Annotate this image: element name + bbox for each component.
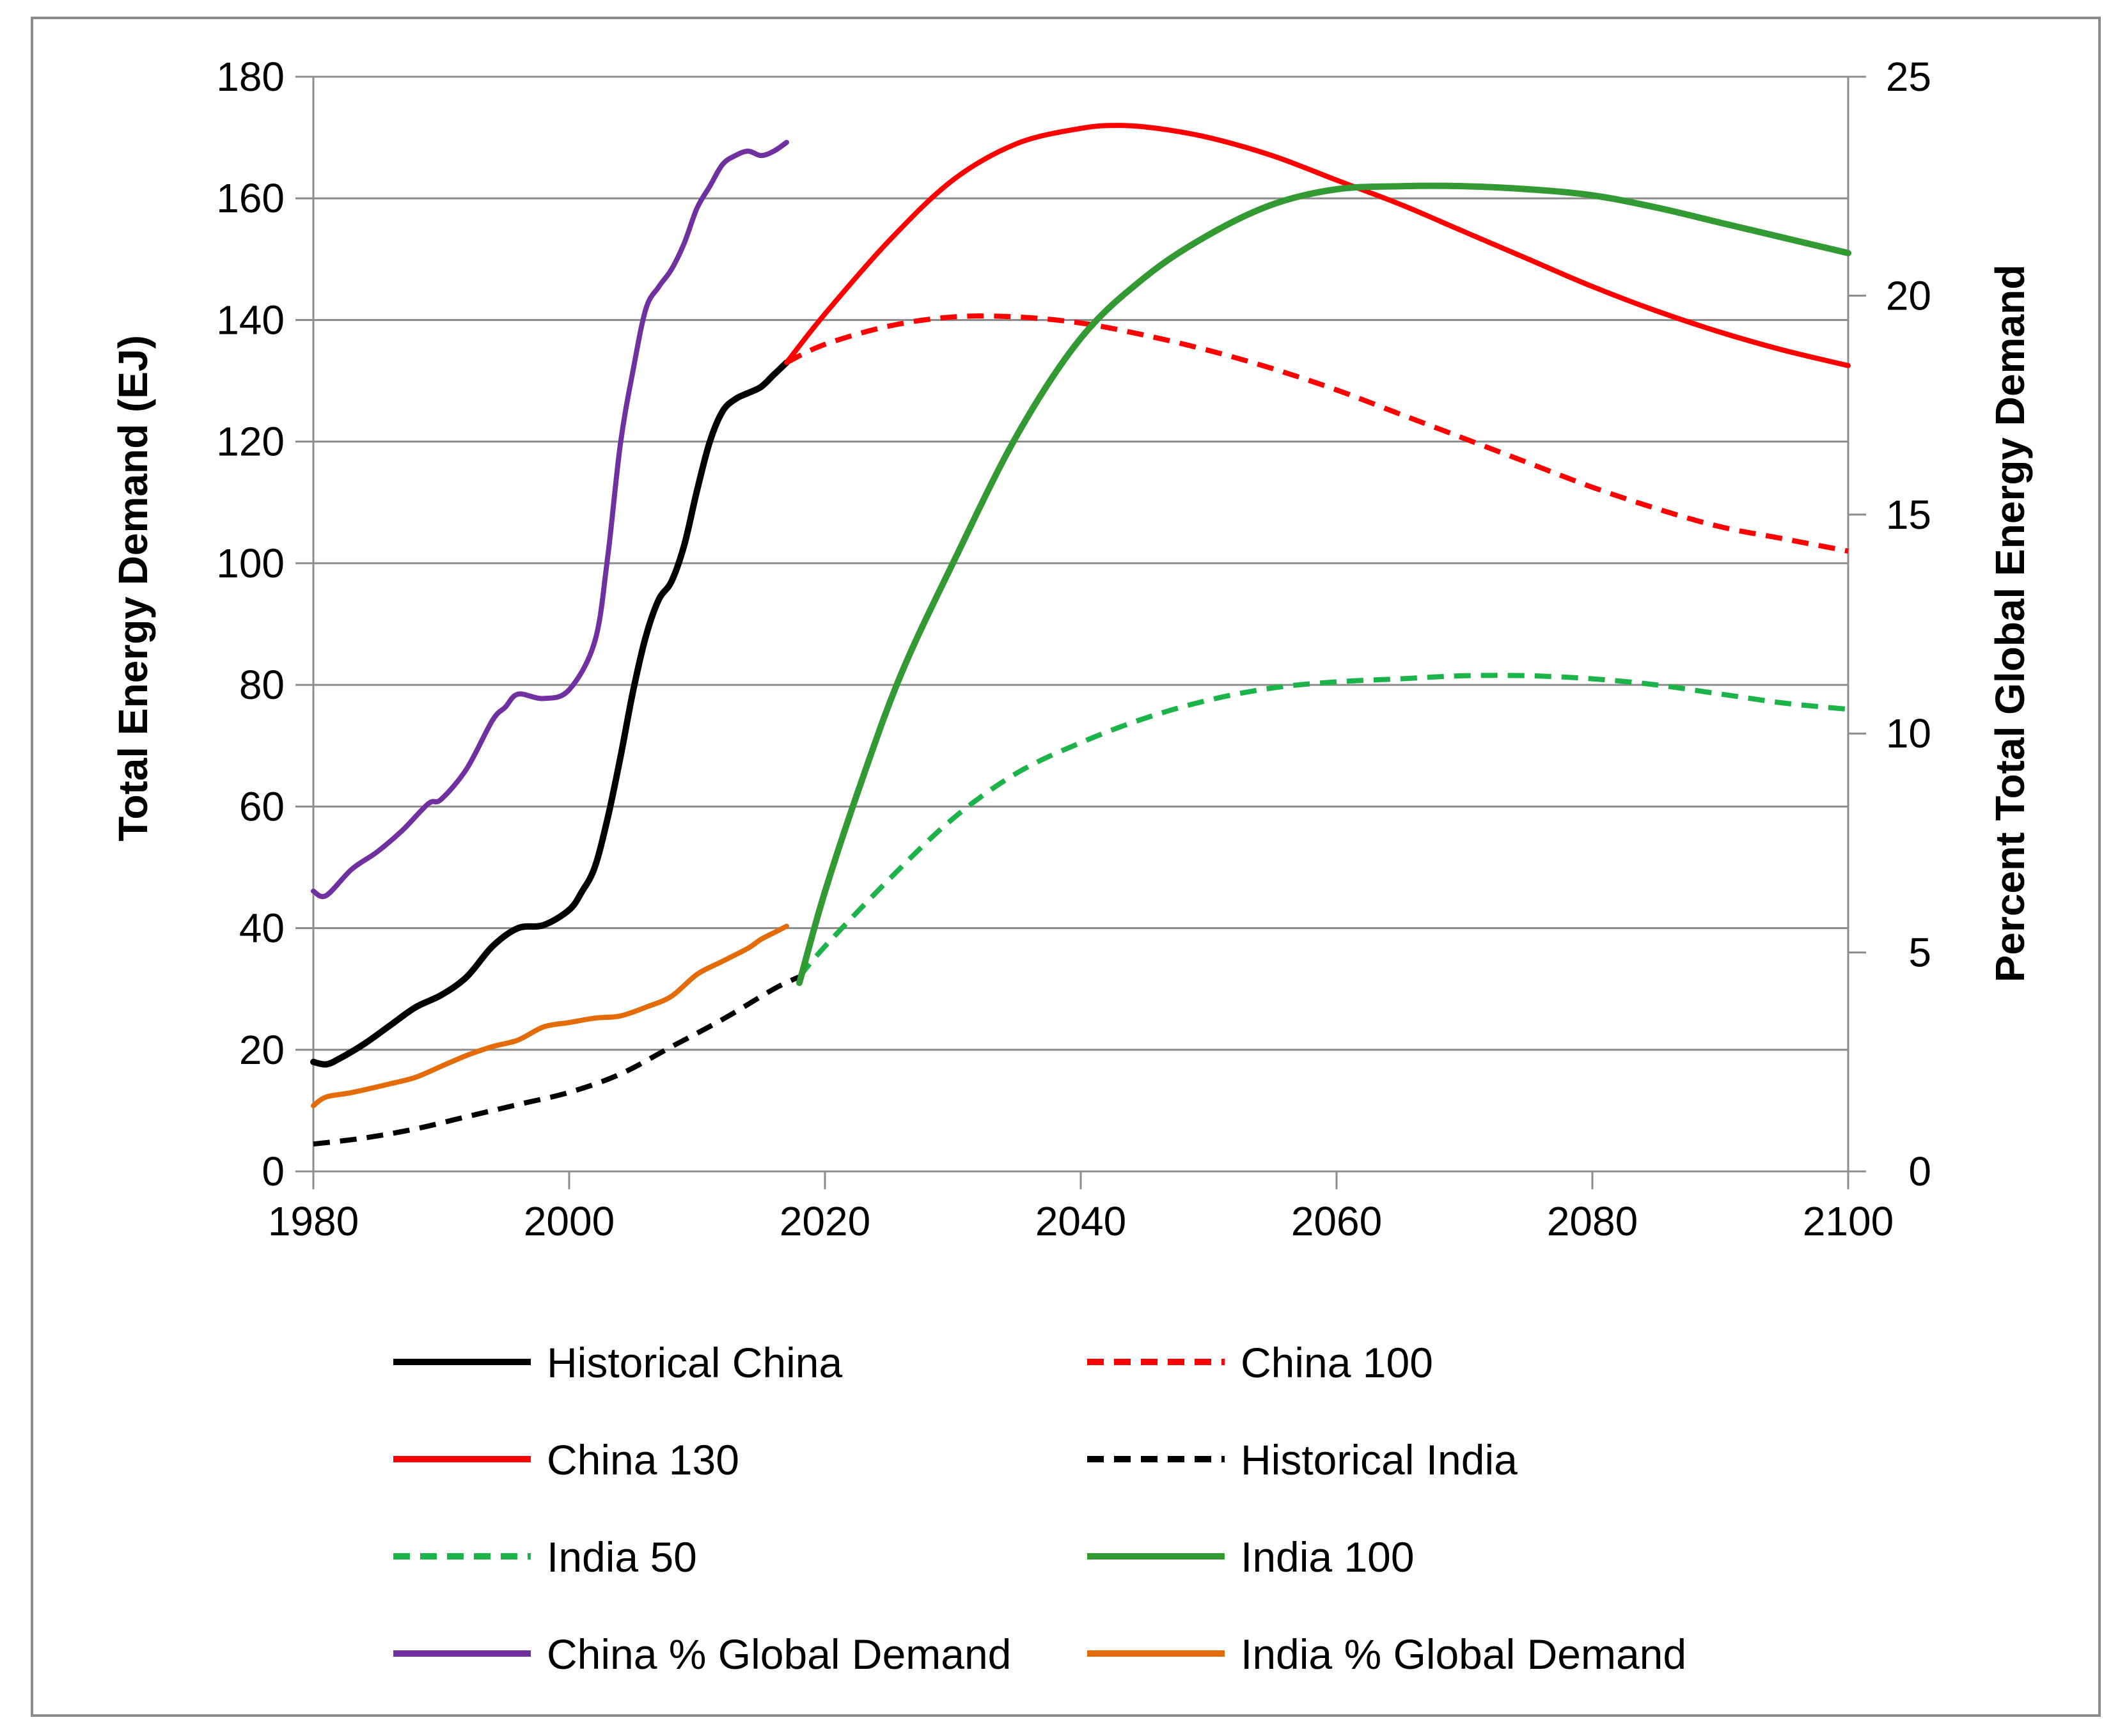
y2-tick-label: 0 xyxy=(1908,1148,1931,1194)
series-lines xyxy=(310,123,1851,1147)
y2-tick-label: 10 xyxy=(1886,710,1931,756)
y-tick-label: 60 xyxy=(239,783,285,829)
axis-labels: Total Energy Demand (EJ) Percent Total G… xyxy=(110,265,2033,983)
x-tick-label: 2060 xyxy=(1291,1198,1382,1244)
y-tick-label: 120 xyxy=(216,419,285,465)
y-tick-label: 100 xyxy=(216,540,285,586)
series-line-china-130 xyxy=(784,123,1851,368)
x-tick-label: 1980 xyxy=(268,1198,359,1244)
series-line-historical-india xyxy=(313,974,801,1147)
x-tick-label: 2100 xyxy=(1803,1198,1894,1244)
legend: Historical China China 100 China 130 Histor… xyxy=(393,1339,1686,1678)
legend-label-historical-china: Historical China xyxy=(547,1339,842,1386)
y-tick-label: 160 xyxy=(216,175,285,221)
series-line-india-100 xyxy=(796,182,1851,987)
y2-tick-label: 25 xyxy=(1886,54,1931,100)
series-line-historical-china xyxy=(310,359,790,1068)
y2-tick-label: 5 xyxy=(1908,930,1931,976)
legend-label-india-50: India 50 xyxy=(547,1533,697,1581)
legend-label-china-100: China 100 xyxy=(1241,1339,1433,1386)
series-line-china-100 xyxy=(785,313,1849,554)
x-tick-label: 2020 xyxy=(780,1198,870,1244)
legend-label-india-pct-global-demand: India % Global Demand xyxy=(1241,1630,1686,1678)
y-tick-label: 40 xyxy=(239,905,285,951)
y-tick-label: 140 xyxy=(216,297,285,343)
y-tick-label: 0 xyxy=(262,1148,285,1194)
y2-axis-title: Percent Total Global Energy Demand xyxy=(1987,265,2033,983)
y-tick-label: 180 xyxy=(216,54,285,100)
gridlines xyxy=(313,75,1848,1051)
y-tick-label: 20 xyxy=(239,1027,285,1073)
y2-tick-label: 20 xyxy=(1886,272,1931,318)
legend-label-india-100: India 100 xyxy=(1241,1533,1415,1581)
chart-border xyxy=(31,17,2101,1717)
y-axis-title: Total Energy Demand (EJ) xyxy=(110,335,156,841)
y-tick-label: 80 xyxy=(239,662,285,708)
legend-label-china-130: China 130 xyxy=(547,1436,739,1483)
series-line-india-pct-global-demand xyxy=(311,923,789,1109)
series-line-china-pct-global-demand xyxy=(311,139,789,900)
x-tick-label: 2040 xyxy=(1035,1198,1126,1244)
series-line-india-50 xyxy=(797,673,1849,979)
x-tick-label: 2080 xyxy=(1547,1198,1638,1244)
y2-tick-label: 15 xyxy=(1886,492,1931,538)
legend-label-china-pct-global-demand: China % Global Demand xyxy=(547,1630,1011,1678)
legend-label-historical-india: Historical India xyxy=(1241,1436,1518,1483)
x-tick-label: 2000 xyxy=(524,1198,615,1244)
